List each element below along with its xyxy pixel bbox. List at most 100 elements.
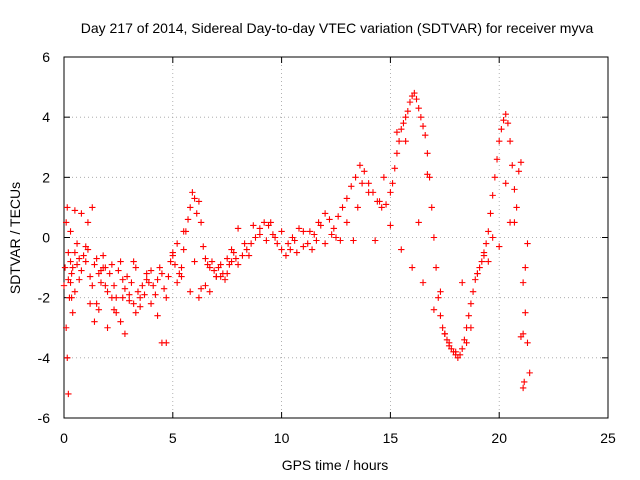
data-point [511,219,518,226]
data-point [485,228,492,235]
data-point [308,246,316,253]
axis-ticks: 0 5 10 15 20 25 -6 -4 -2 0 2 4 6 [38,49,616,446]
data-point [65,249,72,256]
data-point [361,168,368,175]
data-series [60,89,533,398]
data-point [452,348,459,356]
x-tick-label: 25 [600,430,616,446]
data-point [117,258,124,265]
data-point [267,219,274,226]
data-point [517,159,525,166]
data-point [419,122,427,130]
data-point [271,234,279,241]
data-point [387,189,394,196]
data-point [293,249,301,256]
data-point [522,264,529,271]
data-point [89,282,96,289]
data-point [382,201,390,208]
data-point [398,246,405,253]
data-point [459,345,466,353]
data-point [474,270,481,277]
data-point [496,138,503,145]
data-point [478,258,485,265]
data-point [232,255,240,262]
data-point [493,156,501,163]
data-point [506,138,514,145]
data-point [136,294,144,301]
data-point [300,243,307,250]
data-point [110,282,118,289]
data-point [524,339,531,346]
data-point [295,225,303,232]
data-point [73,240,81,247]
data-point [121,285,129,292]
data-point [126,297,133,304]
data-point [511,186,518,193]
data-point [439,324,446,331]
data-point [200,243,207,250]
data-point [245,252,253,259]
data-point [173,240,181,247]
y-axis-label: SDTVAR / TECUs [7,182,23,294]
data-point [489,234,496,241]
data-point [80,252,87,259]
data-point [365,180,372,187]
data-point [184,216,192,223]
data-point [337,237,344,244]
data-point [480,252,488,259]
y-tick-label: 6 [42,49,50,65]
data-point [65,276,72,283]
data-point [465,312,472,319]
data-point [395,138,403,145]
data-point [519,330,527,337]
x-tick-label: 5 [169,430,177,446]
data-point [413,95,420,103]
data-point [86,300,94,307]
data-point [389,180,396,187]
data-point [119,294,126,301]
data-point [97,267,105,274]
y-tick-label: -4 [38,350,51,366]
data-point [108,294,116,301]
data-point [424,171,431,178]
data-point [300,228,307,235]
data-point [343,195,351,202]
data-point [68,294,75,301]
data-point [217,261,224,268]
y-tick-label: -6 [38,410,51,426]
data-point [456,351,464,359]
data-point [241,240,248,247]
data-point [435,294,442,301]
data-point [104,324,111,331]
data-point [378,204,385,211]
data-point [432,264,440,271]
data-point [86,273,94,280]
data-point [62,219,70,226]
data-point [428,204,435,211]
data-point [191,195,198,202]
data-point [504,119,512,127]
data-point [513,204,520,211]
data-point [304,240,311,247]
data-point [487,210,494,217]
data-point [84,219,92,226]
data-point [437,288,444,295]
data-point [256,225,264,232]
data-point [91,318,98,325]
data-point [65,390,72,398]
y-tick-label: 2 [42,169,50,185]
data-point [332,234,340,241]
data-point [93,255,100,262]
data-point [406,98,414,106]
data-point [321,210,329,217]
data-point [152,291,159,298]
data-point [402,138,409,145]
data-point [393,150,401,157]
data-point [130,300,137,307]
data-point [250,222,257,229]
data-point [147,300,155,307]
data-point [348,183,355,190]
data-point [89,204,96,211]
data-point [472,276,479,283]
data-point [76,255,83,262]
